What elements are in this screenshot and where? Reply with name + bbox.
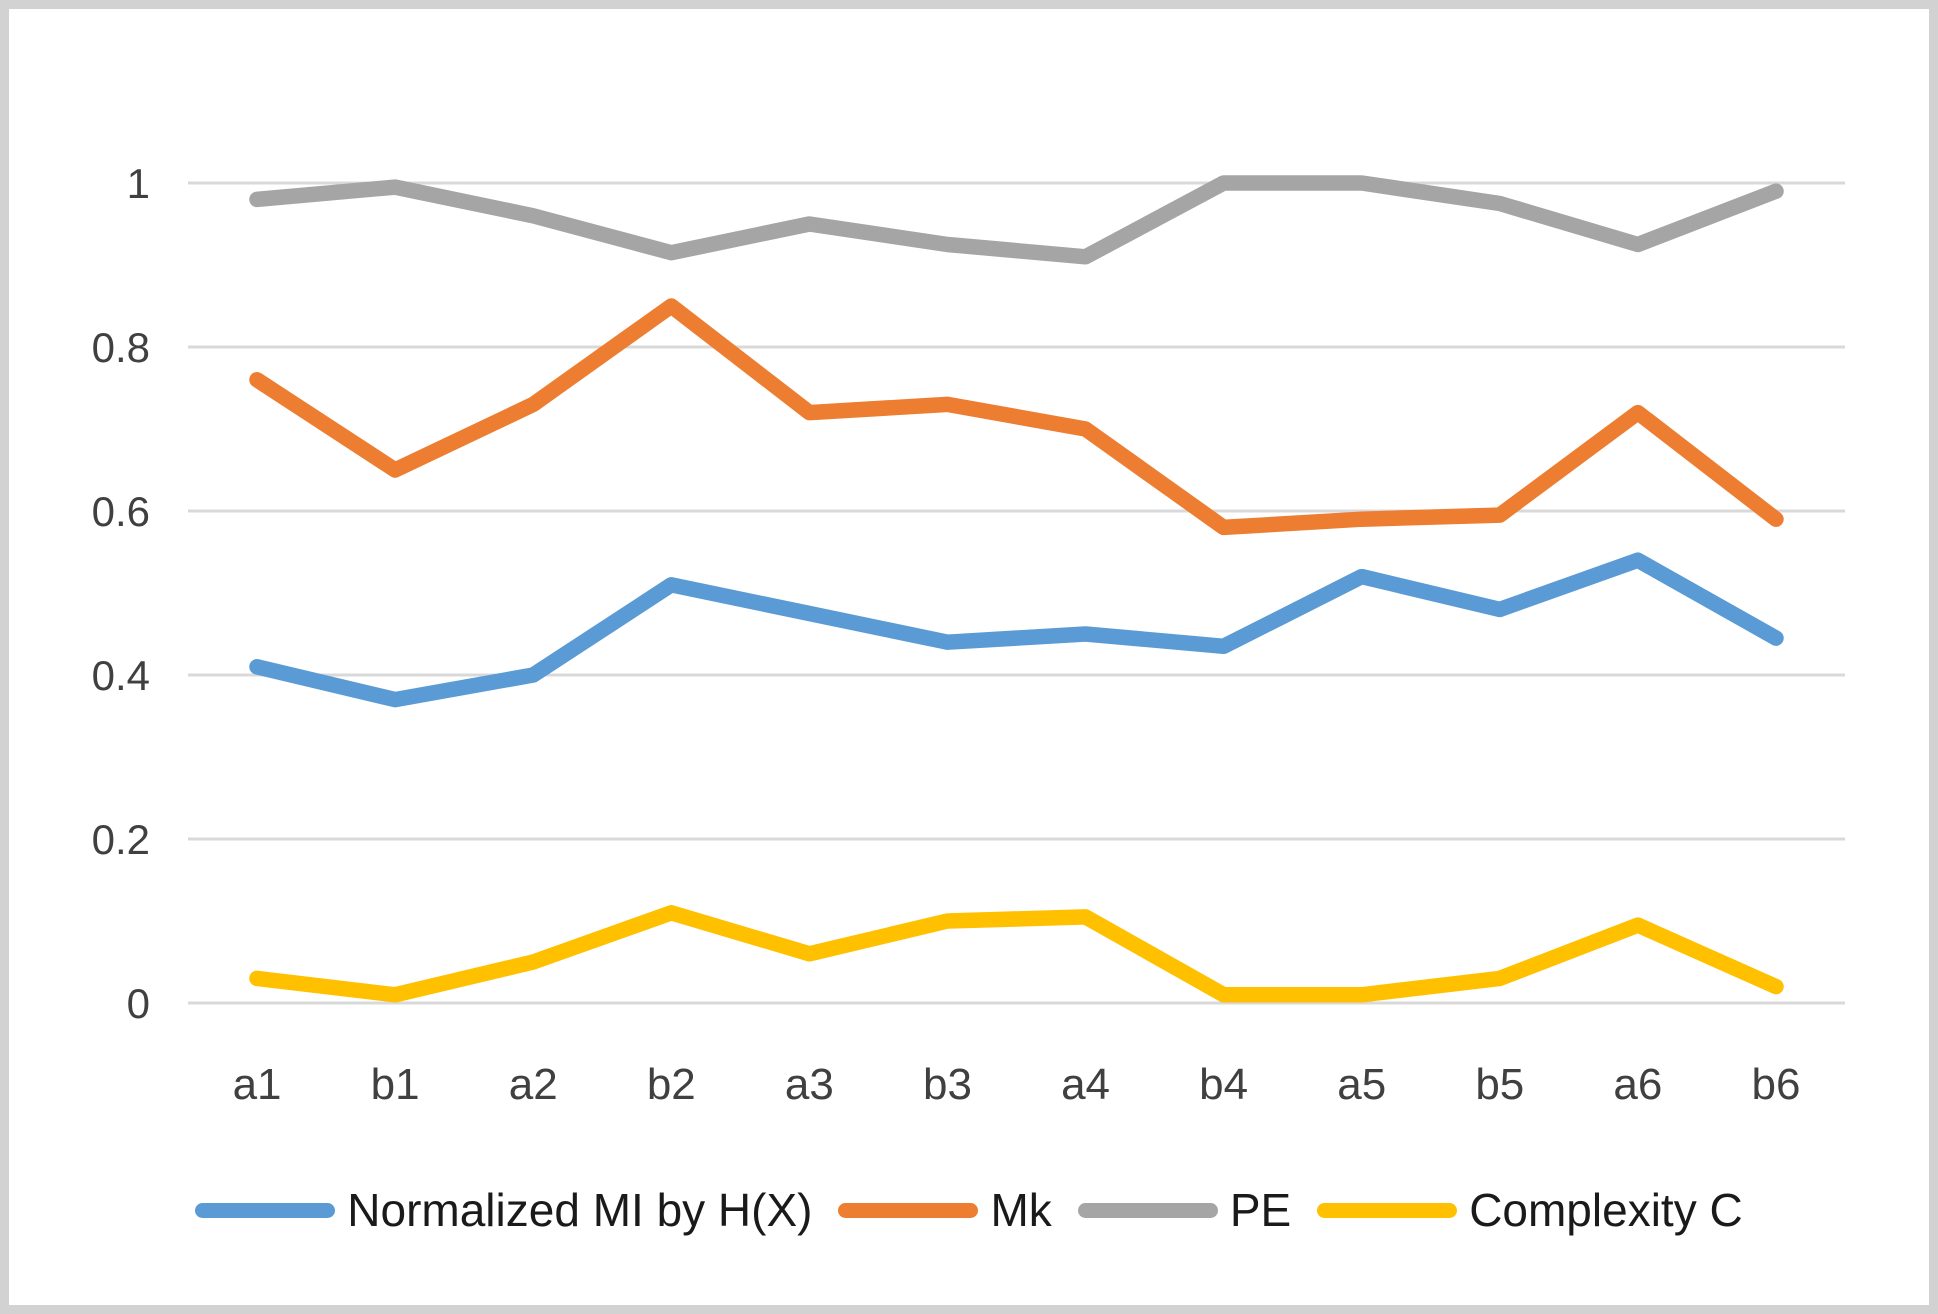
legend-label-complexity-c: Complexity C — [1469, 1184, 1743, 1236]
y-tick-label-0: 0 — [127, 980, 150, 1027]
legend-swatch-normalized-mi-by-h-x — [195, 1202, 336, 1218]
legend-label-normalized-mi-by-h-x: Normalized MI by H(X) — [347, 1184, 813, 1236]
x-tick-label-b2: b2 — [647, 1060, 696, 1109]
chart-svg: 0 0.2 0.4 0.6 0.8 1 a1 b1 a2 b2 a3 b3 a4 b4 a5 b5 a6 b6 — [92, 160, 1845, 1109]
legend-item-complexity-c: Complexity C — [1317, 1187, 1743, 1233]
y-tick-label-0.2: 0.2 — [92, 816, 150, 863]
x-tick-label-b1: b1 — [371, 1060, 420, 1109]
x-tick-label-b4: b4 — [1199, 1060, 1248, 1109]
x-tick-label-b6: b6 — [1751, 1060, 1800, 1109]
y-tick-label-1: 1 — [127, 160, 150, 207]
y-tick-label-0.8: 0.8 — [92, 324, 150, 371]
legend-swatch-complexity-c — [1317, 1202, 1458, 1218]
legend-swatch-pe — [1077, 1202, 1218, 1218]
series-line-pe — [249, 175, 1784, 265]
legend-label-pe: PE — [1229, 1184, 1292, 1236]
x-tick-label-a2: a2 — [509, 1060, 558, 1109]
legend-label-mk: Mk — [990, 1184, 1052, 1236]
series-line-normalized-mi-by-h-x — [249, 552, 1784, 708]
y-tick-label-0.6: 0.6 — [92, 488, 150, 535]
x-tick-label-b5: b5 — [1475, 1060, 1524, 1109]
x-tick-label-a6: a6 — [1613, 1060, 1662, 1109]
x-tick-label-a3: a3 — [785, 1060, 834, 1109]
x-tick-label-b3: b3 — [923, 1060, 972, 1109]
legend-item-mk: Mk — [838, 1184, 1052, 1236]
x-tick-label-a1: a1 — [233, 1060, 282, 1109]
y-tick-label-0.4: 0.4 — [92, 652, 150, 699]
legend-swatch-mk — [838, 1202, 979, 1218]
x-tick-label-a4: a4 — [1061, 1060, 1110, 1109]
legend: Normalized MI by H(X) Mk PE Complexity C — [9, 1187, 1929, 1233]
legend-item-normalized-mi-by-h-x: Normalized MI by H(X) — [195, 1187, 812, 1233]
series-line-complexity-c — [249, 905, 1784, 1003]
legend-item-pe: PE — [1077, 1184, 1292, 1236]
series-line-mk — [249, 298, 1784, 536]
x-tick-label-a5: a5 — [1337, 1060, 1386, 1109]
